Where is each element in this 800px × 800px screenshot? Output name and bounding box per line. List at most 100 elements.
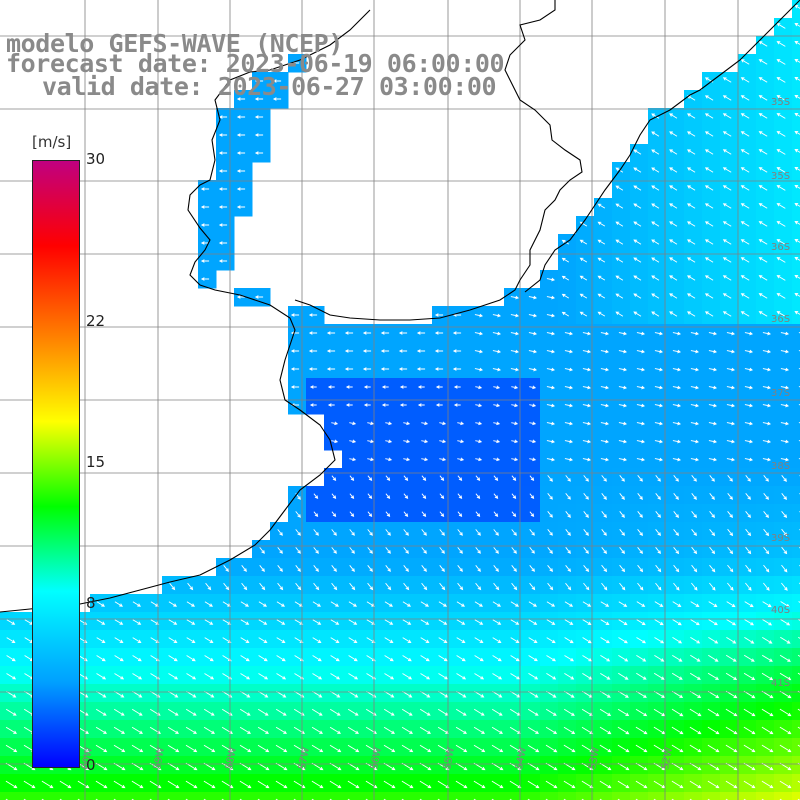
- wind-arrow: [546, 367, 556, 372]
- wind-arrow: [457, 529, 463, 536]
- wind-arrow: [290, 385, 300, 389]
- wind-arrow: [635, 744, 648, 753]
- wind-arrow: [546, 295, 556, 300]
- wind-arrow: [401, 780, 414, 789]
- wind-arrow: [114, 619, 124, 625]
- wind-arrow: [474, 331, 484, 336]
- wind-arrow: [329, 726, 341, 734]
- wind-arrow: [619, 511, 625, 518]
- wind-arrow: [113, 744, 126, 753]
- wind-arrow: [475, 547, 481, 554]
- wind-arrow: [740, 113, 750, 119]
- wind-arrow: [709, 582, 716, 591]
- wind-arrow: [722, 167, 732, 173]
- wind-arrow: [293, 744, 306, 753]
- wind-arrow: [529, 582, 536, 591]
- wind-cell: [792, 36, 800, 55]
- wind-arrow: [221, 744, 234, 753]
- wind-arrow: [185, 708, 197, 716]
- wind-arrow: [743, 726, 756, 735]
- wind-arrow: [655, 511, 661, 518]
- wind-arrow: [331, 439, 339, 444]
- wind-arrow: [492, 673, 503, 680]
- wind-arrow: [618, 672, 629, 680]
- wind-arrow: [200, 259, 210, 263]
- wind-arrow: [236, 187, 246, 191]
- wind-arrow: [687, 221, 696, 227]
- wind-arrow: [493, 385, 501, 390]
- wind-arrow: [254, 133, 264, 137]
- wind-arrow: [654, 421, 664, 426]
- wind-arrow: [204, 619, 214, 625]
- wind-arrow: [493, 582, 500, 591]
- wind-arrow: [582, 403, 592, 408]
- wind-arrow: [272, 79, 282, 83]
- wind-arrow: [529, 529, 535, 536]
- wind-arrow: [511, 439, 519, 444]
- wind-arrow: [672, 403, 682, 408]
- wind-arrow: [529, 493, 535, 500]
- wind-arrow: [349, 493, 355, 500]
- wind-arrow: [474, 673, 485, 680]
- wind-arrow: [704, 221, 714, 227]
- wind-arrow: [690, 331, 700, 336]
- wind-arrow: [794, 113, 800, 117]
- wind-arrow: [236, 115, 246, 119]
- wind-arrow: [762, 367, 772, 372]
- longitude-label: 52W: [660, 746, 675, 770]
- wind-arrow: [672, 601, 682, 608]
- wind-arrow: [401, 708, 413, 716]
- wind-arrow: [187, 582, 194, 591]
- wind-arrow: [722, 185, 732, 191]
- wind-arrow: [583, 565, 590, 573]
- wind-arrow: [564, 439, 574, 444]
- wind-arrow: [493, 565, 499, 572]
- wind-arrow: [740, 239, 750, 245]
- wind-arrow: [203, 708, 215, 716]
- wind-cell: [36, 792, 55, 800]
- wind-arrow: [385, 475, 391, 482]
- wind-arrow: [510, 601, 520, 607]
- wind-cell: [90, 792, 109, 800]
- wind-arrow: [794, 95, 800, 99]
- wind-arrow: [511, 493, 517, 500]
- wind-arrow: [456, 619, 466, 625]
- wind-arrow: [403, 493, 409, 500]
- wind-arrow: [205, 582, 212, 591]
- wind-arrow: [601, 511, 607, 518]
- wind-arrow: [475, 493, 481, 500]
- wind-arrow: [438, 637, 448, 643]
- wind-cell: [306, 792, 325, 800]
- wind-arrow: [329, 744, 342, 753]
- wind-arrow: [452, 331, 462, 335]
- wind-arrow: [367, 421, 375, 426]
- wind-arrow: [348, 673, 359, 680]
- wind-arrow: [636, 655, 647, 662]
- wind-arrow: [511, 457, 519, 462]
- wind-arrow: [527, 744, 540, 753]
- wind-arrow: [546, 439, 556, 444]
- colorbar-tick-label: 0: [86, 756, 96, 774]
- wind-arrow: [633, 275, 642, 281]
- valid-date-title: valid date: 2023-06-27 03:00:00: [42, 72, 497, 101]
- wind-arrow: [779, 780, 792, 789]
- wind-arrow: [203, 780, 216, 789]
- wind-arrow: [398, 349, 408, 353]
- wind-cell: [576, 792, 595, 800]
- wind-arrow: [794, 203, 800, 207]
- wind-arrow: [600, 457, 610, 462]
- wind-arrow: [744, 637, 755, 644]
- wind-arrow: [582, 457, 592, 462]
- wind-arrow: [547, 529, 553, 536]
- wind-arrow: [744, 421, 754, 426]
- wind-arrow: [708, 619, 718, 626]
- wind-arrow: [95, 726, 107, 734]
- wind-arrow: [758, 167, 768, 173]
- wind-arrow: [672, 367, 682, 372]
- wind-arrow: [362, 331, 372, 335]
- wind-cell: [792, 684, 800, 703]
- wind-arrow: [167, 744, 180, 753]
- wind-arrow: [690, 403, 700, 408]
- wind-arrow: [349, 582, 356, 591]
- wind-arrow: [349, 511, 355, 518]
